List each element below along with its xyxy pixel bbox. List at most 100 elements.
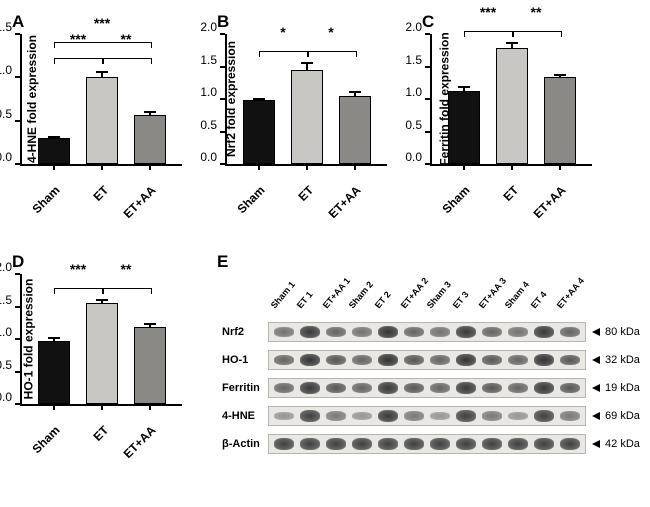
- x-tick: [149, 404, 151, 410]
- x-tick-label: ET+AA: [121, 183, 159, 221]
- bars-container: ShamETET+AA: [22, 34, 182, 164]
- error-bar: [53, 136, 55, 139]
- band: [326, 327, 346, 337]
- band: [456, 438, 476, 450]
- y-tick: [220, 33, 225, 35]
- error-bar: [53, 337, 55, 342]
- band: [430, 438, 450, 450]
- band: [456, 410, 476, 422]
- bar: [291, 70, 323, 164]
- bars-container: ShamETET+AA: [22, 274, 182, 404]
- panel-letter: B: [217, 12, 229, 32]
- significance-bracket: [54, 288, 104, 294]
- significance-bracket: [307, 51, 357, 57]
- significance-bracket: [102, 58, 152, 64]
- y-tick: [15, 33, 20, 35]
- y-tick-label: 0.5: [0, 107, 12, 121]
- y-tick-label: 0.0: [0, 150, 12, 164]
- band: [404, 383, 424, 394]
- bar-group: ET: [496, 48, 528, 164]
- bar-group: ET+AA: [544, 77, 576, 164]
- molecular-weight: 80 kDa: [592, 326, 640, 338]
- arrow-icon: [592, 384, 600, 392]
- panel-e-western-blot: E Sham 1ET 1ET+AA 1Sham 2ET 2ET+AA 2Sham…: [217, 252, 642, 482]
- band: [352, 412, 372, 420]
- x-tick-label: Sham: [30, 423, 63, 456]
- molecular-weight: 19 kDa: [592, 382, 640, 394]
- x-tick-label: ET: [90, 423, 111, 444]
- band: [300, 326, 320, 338]
- bar-group: ET+AA: [339, 96, 371, 164]
- bar-chart: 0.00.51.01.52.0HO-1 fold expressionShamE…: [20, 274, 182, 406]
- x-tick: [53, 404, 55, 410]
- band: [508, 438, 528, 450]
- band: [352, 355, 372, 365]
- significance-label: ***: [70, 262, 86, 276]
- band: [430, 383, 450, 393]
- significance-bracket: [512, 31, 562, 37]
- chart-axes: 0.00.51.01.54-HNE fold expressionShamETE…: [20, 34, 182, 166]
- error-bar: [511, 42, 513, 50]
- error-bar: [101, 71, 103, 78]
- protein-name: Nrf2: [222, 326, 268, 338]
- bar-group: Sham: [243, 100, 275, 164]
- bar: [544, 77, 576, 164]
- significance-label: **: [121, 262, 132, 276]
- band: [274, 438, 294, 450]
- arrow-icon: [592, 440, 600, 448]
- y-tick: [15, 76, 20, 78]
- blot-strip: [268, 322, 586, 342]
- blot-row: Nrf2 80 kDa: [222, 322, 642, 342]
- band: [378, 326, 398, 339]
- bar: [448, 91, 480, 164]
- y-tick-label: 0.0: [200, 150, 217, 164]
- significance-label: ***: [480, 5, 496, 19]
- band: [534, 410, 554, 422]
- band: [352, 327, 372, 337]
- x-tick: [101, 164, 103, 170]
- lane-header: Sham 1ET 1ET+AA 1Sham 2ET 2ET+AA 2Sham 3…: [270, 274, 642, 318]
- bar: [496, 48, 528, 164]
- x-tick-label: ET+AA: [121, 423, 159, 461]
- y-tick: [425, 33, 430, 35]
- y-tick-label: 1.5: [0, 293, 12, 307]
- band: [560, 411, 580, 420]
- band: [274, 355, 294, 365]
- bar-group: Sham: [38, 341, 70, 404]
- band: [534, 354, 554, 367]
- x-tick-label: ET: [90, 183, 111, 204]
- band: [560, 327, 580, 337]
- band: [482, 355, 502, 366]
- y-tick-label: 1.0: [0, 325, 12, 339]
- y-tick-label: 0.5: [0, 358, 12, 372]
- band: [326, 383, 346, 394]
- x-tick: [463, 164, 465, 170]
- band: [352, 438, 372, 450]
- x-tick-label: ET+AA: [326, 183, 364, 221]
- bar: [134, 327, 166, 404]
- significance-label: *: [280, 25, 285, 39]
- band: [378, 382, 398, 394]
- bar-group: ET+AA: [134, 115, 166, 164]
- bar: [86, 303, 118, 404]
- band: [560, 355, 580, 366]
- band: [404, 355, 424, 366]
- y-tick-label: 1.0: [0, 63, 12, 77]
- error-bar: [306, 62, 308, 71]
- x-tick-label: ET+AA: [531, 183, 569, 221]
- x-tick-label: Sham: [30, 183, 63, 216]
- y-tick-label: 2.0: [405, 20, 422, 34]
- panel-d: D 0.00.51.01.52.0HO-1 fold expressionSha…: [12, 252, 202, 482]
- bar: [243, 100, 275, 164]
- x-tick-label: Sham: [440, 183, 473, 216]
- y-tick-label: 2.0: [200, 20, 217, 34]
- band: [378, 410, 398, 422]
- x-tick: [354, 164, 356, 170]
- y-tick: [15, 120, 20, 122]
- band: [508, 355, 528, 365]
- bar-chart: 0.00.51.01.52.0Nrf2 fold expressionShamE…: [225, 34, 387, 166]
- error-bar: [149, 323, 151, 328]
- bar-chart: 0.00.51.01.52.0Ferritin fold expressionS…: [430, 34, 592, 166]
- bar-group: Sham: [38, 138, 70, 164]
- band: [404, 411, 424, 420]
